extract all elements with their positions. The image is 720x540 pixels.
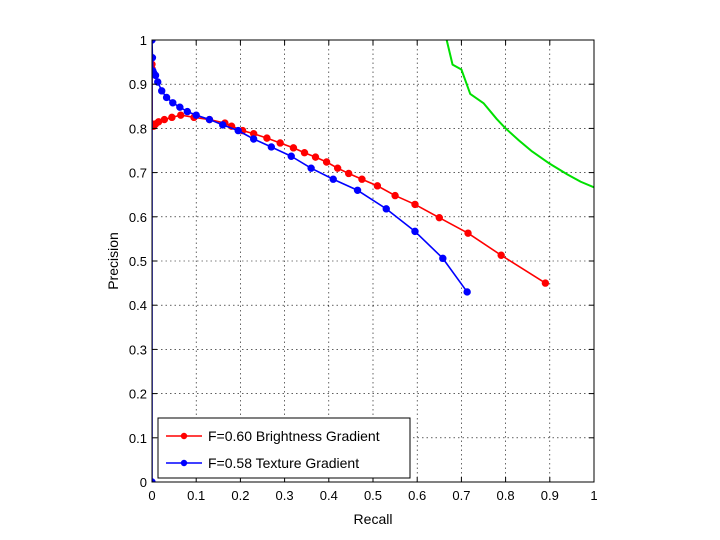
data-point-f-0-58-texture-gradient	[169, 99, 177, 107]
data-point-f-0-60-brightness-gradient	[289, 144, 298, 152]
data-point-f-0-58-texture-gradient	[205, 115, 214, 124]
x-axis-label: Recall	[354, 511, 393, 527]
y-axis-label: Precision	[105, 232, 121, 290]
data-point-f-0-60-brightness-gradient	[333, 164, 342, 172]
y-tick-label: 0.5	[129, 254, 147, 269]
series-line-iso-f-curve	[445, 40, 594, 189]
data-point-f-0-60-brightness-gradient	[263, 134, 271, 142]
y-tick-label: 0.9	[129, 77, 147, 92]
data-point-f-0-60-brightness-gradient	[541, 279, 550, 287]
y-tick-label: 0.2	[129, 387, 147, 402]
x-tick-label: 0.7	[452, 488, 470, 503]
axis-ticks: 0 0.1 0.2 0.3 0.4 0.5 0.6 0.7 0.8 0.9 1 0 0.1 0.2 0.3 0…	[129, 33, 598, 503]
data-point-f-0-60-brightness-gradient	[435, 213, 443, 222]
data-point-f-0-58-texture-gradient	[382, 205, 390, 213]
y-tick-label: 0.8	[129, 121, 147, 136]
data-point-f-0-60-brightness-gradient	[391, 191, 399, 200]
x-tick-label: 0.1	[187, 488, 205, 503]
x-tick-label: 0.3	[276, 488, 294, 503]
legend-swatch-marker	[180, 459, 188, 467]
data-point-f-0-58-texture-gradient	[234, 126, 242, 135]
data-point-f-0-58-texture-gradient	[353, 186, 362, 194]
data-point-f-0-58-texture-gradient	[287, 152, 295, 160]
data-point-f-0-58-texture-gradient	[249, 135, 258, 143]
data-point-f-0-60-brightness-gradient	[464, 229, 472, 237]
data-point-f-0-60-brightness-gradient	[358, 175, 366, 183]
legend: F=0.60 Brightness Gradient F=0.58 Texture…	[157, 417, 411, 479]
legend-entry-label: F=0.58 Texture Gradient	[208, 455, 359, 471]
y-tick-label: 1	[140, 33, 147, 48]
y-tick-label: 0	[140, 475, 147, 490]
data-point-f-0-58-texture-gradient	[463, 288, 471, 296]
x-tick-label: 0.9	[541, 488, 559, 503]
x-tick-label: 0.2	[231, 488, 249, 503]
data-point-f-0-60-brightness-gradient	[411, 200, 419, 209]
data-point-f-0-60-brightness-gradient	[497, 251, 505, 259]
y-tick-label: 0.1	[129, 431, 147, 446]
data-point-f-0-58-texture-gradient	[183, 107, 192, 116]
data-point-f-0-58-texture-gradient	[411, 227, 419, 236]
data-point-f-0-60-brightness-gradient	[344, 169, 353, 178]
data-point-f-0-58-texture-gradient	[192, 111, 200, 119]
legend-entry-label: F=0.60 Brightness Gradient	[208, 428, 380, 444]
series-layer	[152, 40, 594, 482]
data-point-f-0-58-texture-gradient	[158, 87, 166, 95]
data-point-f-0-58-texture-gradient	[176, 103, 184, 111]
x-tick-label: 0.8	[497, 488, 515, 503]
legend-box	[157, 417, 411, 479]
data-point-f-0-60-brightness-gradient	[322, 158, 331, 166]
x-tick-label: 0.6	[408, 488, 426, 503]
data-point-f-0-58-texture-gradient	[307, 164, 315, 172]
data-point-f-0-60-brightness-gradient	[177, 111, 185, 119]
x-tick-label: 1	[590, 488, 597, 503]
data-point-f-0-60-brightness-gradient	[300, 149, 309, 157]
data-point-f-0-60-brightness-gradient	[276, 139, 284, 147]
data-point-f-0-58-texture-gradient	[152, 71, 160, 80]
data-point-f-0-60-brightness-gradient	[160, 115, 169, 124]
y-tick-label: 0.6	[129, 210, 147, 225]
data-point-f-0-58-texture-gradient	[329, 175, 337, 183]
grid	[152, 40, 594, 482]
data-point-f-0-58-texture-gradient	[154, 78, 162, 86]
y-tick-label: 0.3	[129, 342, 147, 357]
x-tick-label: 0.4	[320, 488, 338, 503]
y-tick-label: 0.7	[129, 166, 147, 181]
x-tick-label: 0.5	[364, 488, 382, 503]
data-point-f-0-58-texture-gradient	[267, 143, 276, 151]
data-point-f-0-60-brightness-gradient	[311, 153, 320, 161]
data-point-f-0-58-texture-gradient	[219, 121, 227, 129]
legend-swatch-marker	[180, 432, 188, 440]
data-point-f-0-58-texture-gradient	[439, 254, 447, 263]
y-tick-label: 0.4	[129, 298, 147, 313]
data-point-f-0-58-texture-gradient	[162, 93, 171, 102]
x-tick-label: 0	[148, 488, 155, 503]
data-point-f-0-60-brightness-gradient	[168, 113, 176, 122]
data-point-f-0-60-brightness-gradient	[373, 182, 382, 190]
